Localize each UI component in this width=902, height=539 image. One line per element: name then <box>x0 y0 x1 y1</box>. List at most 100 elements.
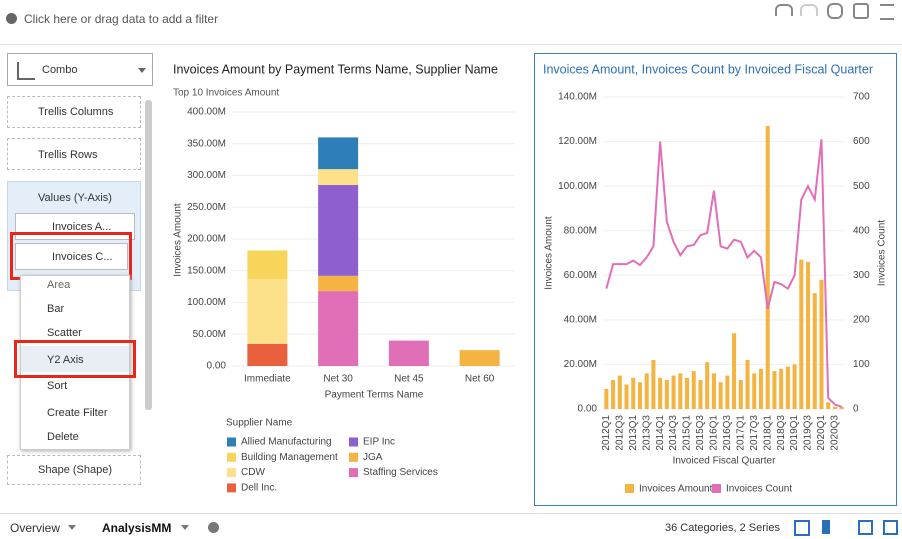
value-item[interactable]: Invoices A... <box>15 213 135 240</box>
filter-bar: Click here or drag data to add a filter <box>0 0 902 45</box>
bar-segment <box>318 185 359 276</box>
bar <box>705 362 710 409</box>
grammar-panel: Combo Trellis Columns Trellis Rows Value… <box>0 45 160 512</box>
y-tick-label: 120.00M <box>558 136 597 147</box>
menu-item[interactable]: Sort <box>47 380 68 392</box>
menu-icon[interactable] <box>880 4 894 20</box>
add-tab[interactable] <box>208 522 219 533</box>
x-tick-label: Net 60 <box>465 374 495 385</box>
label: Trellis Rows <box>38 149 98 161</box>
y-tick-label: 150.00M <box>187 265 226 276</box>
bar <box>671 375 676 409</box>
y-axis-title: Invoices Amount <box>173 203 184 277</box>
legend-swatch <box>625 484 634 493</box>
undo-icon[interactable] <box>775 4 793 16</box>
x-tick-label: 2012Q1 <box>601 415 612 451</box>
legend-swatch <box>227 483 236 493</box>
chart-type-select[interactable]: Combo <box>7 53 153 86</box>
share-icon[interactable] <box>827 3 843 19</box>
bar <box>631 377 636 409</box>
x-tick-label: 2013Q3 <box>641 415 652 451</box>
bar <box>812 293 817 409</box>
filter-hint[interactable]: Click here or drag data to add a filter <box>24 12 219 26</box>
redo-icon[interactable] <box>800 4 818 16</box>
bar <box>772 371 777 409</box>
bar <box>792 364 797 409</box>
bar-segment <box>318 275 359 292</box>
y-tick-label: 350.00M <box>187 138 226 149</box>
x-tick-label: 2016Q1 <box>709 415 720 451</box>
context-menu: Area Bar Scatter Y2 Axis Sort Create Fil… <box>20 275 130 450</box>
legend-label: Staffing Services <box>363 467 438 478</box>
y2-axis-title: Invoices Count <box>877 220 888 286</box>
legend-label: JGA <box>363 452 383 463</box>
x-tick-label: 2014Q3 <box>668 415 679 451</box>
y-tick-label: 250.00M <box>187 202 226 213</box>
x-tick-label: Immediate <box>244 374 291 385</box>
bar <box>691 371 696 409</box>
value-item[interactable]: Invoices C... <box>15 243 128 270</box>
icon[interactable] <box>858 520 873 535</box>
menu-hover <box>21 346 129 372</box>
line <box>605 139 842 408</box>
y2-tick-label: 300 <box>853 270 870 281</box>
shape-slot[interactable]: Shape (Shape) <box>7 455 141 485</box>
legend-label: Allied Manufacturing <box>241 437 332 448</box>
x-tick-label: 2018Q1 <box>762 415 773 451</box>
chart-type: Combo <box>42 64 78 76</box>
legend-swatch <box>227 452 236 462</box>
legend-title: Supplier Name <box>226 418 293 429</box>
status: 36 Categories, 2 Series <box>665 522 780 534</box>
add-icon[interactable] <box>6 13 17 24</box>
x-tick-label: 2018Q3 <box>776 415 787 451</box>
label: Invoices A... <box>52 221 112 233</box>
y-axis-title: Invoices Amount <box>544 216 555 290</box>
y2-tick-label: 0 <box>853 404 859 415</box>
legend-swatch <box>227 437 236 447</box>
icon[interactable] <box>822 520 830 534</box>
y-tick-label: 60.00M <box>564 270 597 281</box>
x-tick-label: 2016Q3 <box>722 415 733 451</box>
caret[interactable] <box>181 525 189 534</box>
legend-label: Invoices Amount <box>639 484 713 495</box>
trellis-rows[interactable]: Trellis Rows <box>7 138 141 170</box>
bar <box>711 373 716 409</box>
menu-item[interactable]: Area <box>47 279 71 291</box>
charts: Invoices Amount by Payment Terms Name, S… <box>173 62 888 495</box>
menu-item[interactable]: Create Filter <box>47 407 108 419</box>
icon[interactable] <box>794 520 810 536</box>
bar <box>779 368 784 409</box>
scrollbar[interactable] <box>145 100 152 410</box>
bar <box>664 380 669 409</box>
icon[interactable] <box>883 520 898 535</box>
legend-label: CDW <box>241 467 265 478</box>
settings-icon[interactable] <box>853 3 869 19</box>
x-axis-title: Payment Terms Name <box>325 390 424 401</box>
y-tick-label: 100.00M <box>558 181 597 192</box>
y-tick-label: 0.00 <box>207 361 227 372</box>
caret[interactable] <box>68 525 76 534</box>
bar <box>604 388 609 409</box>
y-tick-label: 80.00M <box>564 225 597 236</box>
trellis-columns[interactable]: Trellis Columns <box>7 96 141 128</box>
menu-item[interactable]: Delete <box>47 431 79 443</box>
y-tick-label: 40.00M <box>564 314 597 325</box>
bar-segment <box>247 250 288 280</box>
bar <box>799 259 804 409</box>
bar <box>651 359 656 409</box>
legend-swatch <box>349 437 358 447</box>
bar <box>685 377 690 409</box>
y-tick-label: 200.00M <box>187 234 226 245</box>
x-tick-label: 2017Q1 <box>735 415 746 451</box>
bar <box>765 125 770 409</box>
selected-frame <box>534 53 897 506</box>
bar <box>658 377 663 409</box>
tab[interactable]: Overview <box>10 521 61 535</box>
legend-swatch <box>712 484 721 493</box>
menu-item[interactable]: Y2 Axis <box>47 354 84 366</box>
menu-item[interactable]: Scatter <box>47 327 82 339</box>
menu-item[interactable]: Bar <box>47 303 65 315</box>
y2-tick-label: 100 <box>853 359 870 370</box>
tab[interactable]: AnalysisMM <box>102 521 172 535</box>
